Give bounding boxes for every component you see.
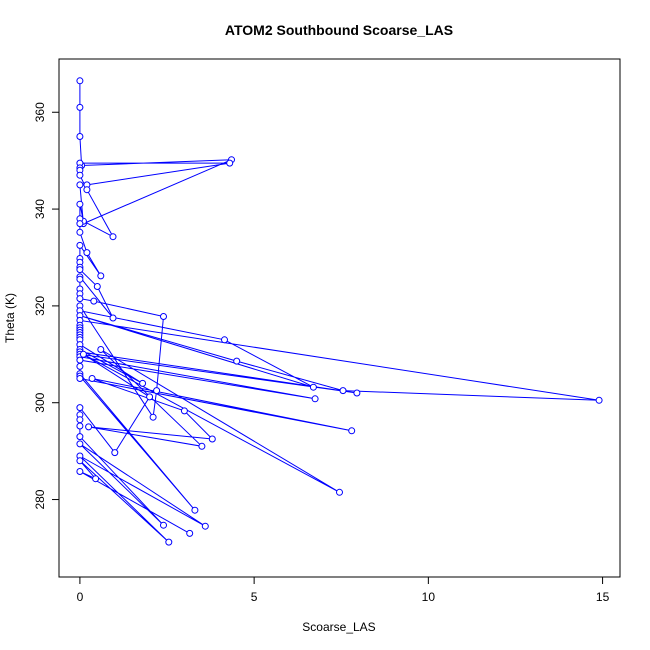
- data-point: [76, 375, 84, 382]
- data-point: [160, 521, 167, 529]
- data-point: [348, 427, 356, 435]
- y-axis-title: Theta (K): [3, 293, 17, 343]
- data-point: [92, 475, 100, 483]
- x-tick-label: 10: [422, 590, 436, 604]
- plot-frame: [58, 58, 621, 578]
- x-tick-label: 0: [77, 590, 84, 604]
- data-point: [221, 336, 228, 344]
- data-point: [201, 522, 209, 530]
- data-point: [353, 389, 361, 397]
- y-tick-label: 360: [33, 102, 47, 122]
- data-point: [165, 538, 173, 546]
- x-axis-title: Scoarse_LAS: [302, 620, 375, 634]
- data-point: [76, 362, 84, 370]
- data-point: [76, 295, 84, 303]
- data-point: [83, 186, 91, 194]
- y-tick-label: 340: [33, 199, 47, 219]
- data-point: [180, 407, 188, 415]
- data-point: [198, 442, 206, 450]
- data-point: [76, 200, 84, 208]
- series-lines: [79, 80, 600, 543]
- data-point: [76, 181, 84, 189]
- data-point: [76, 422, 84, 430]
- data-point: [76, 416, 84, 424]
- data-point: [76, 275, 84, 283]
- data-point: [83, 249, 91, 257]
- data-point: [109, 233, 117, 241]
- data-point: [79, 350, 87, 358]
- data-point: [311, 395, 319, 403]
- data-point: [76, 103, 84, 111]
- y-tick-label: 320: [33, 296, 47, 316]
- data-point: [226, 159, 234, 167]
- data-point: [109, 314, 117, 322]
- data-point: [76, 440, 84, 448]
- data-point: [139, 379, 147, 387]
- data-point: [85, 423, 93, 431]
- data-point: [76, 171, 84, 179]
- x-tick-label: 5: [251, 590, 258, 604]
- data-point: [149, 413, 157, 421]
- data-point: [208, 435, 216, 443]
- data-point: [309, 383, 317, 391]
- data-point: [88, 375, 96, 382]
- data-point: [76, 133, 84, 140]
- data-point: [76, 77, 84, 85]
- data-point: [76, 220, 84, 228]
- series-line: [79, 80, 600, 543]
- data-point: [76, 433, 84, 441]
- data-point: [76, 228, 84, 236]
- data-point: [97, 346, 105, 353]
- data-point: [153, 387, 161, 395]
- data-point: [90, 297, 98, 305]
- data-point: [595, 396, 603, 404]
- x-tick-label: 15: [596, 590, 610, 604]
- data-point: [160, 313, 167, 320]
- data-point: [76, 241, 84, 249]
- data-point: [111, 449, 119, 457]
- series-points: [76, 77, 603, 546]
- data-point: [336, 488, 343, 496]
- data-point: [93, 283, 101, 290]
- y-tick-label: 300: [33, 392, 47, 412]
- data-point: [339, 387, 347, 395]
- data-point: [76, 468, 84, 475]
- y-tick-label: 280: [33, 489, 47, 509]
- data-point: [233, 357, 241, 365]
- x-axis: 0 5 10 15: [77, 576, 610, 604]
- data-point: [146, 393, 154, 401]
- data-point: [76, 356, 84, 364]
- data-point: [76, 404, 84, 412]
- data-point: [97, 272, 105, 280]
- data-point: [186, 529, 194, 537]
- data-point: [76, 457, 84, 465]
- chart-title: ATOM2 Southbound Scoarse_LAS: [225, 22, 453, 38]
- data-point: [191, 506, 199, 514]
- data-point: [76, 266, 84, 274]
- y-axis: 280 300 320 340 360: [33, 102, 60, 510]
